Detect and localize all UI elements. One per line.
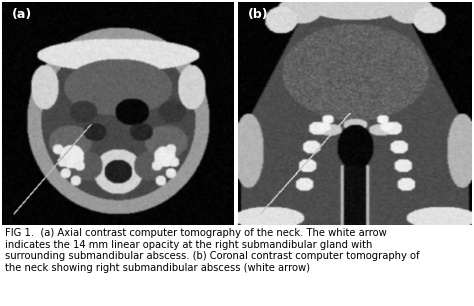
Text: (a): (a)	[12, 8, 32, 21]
Text: FIG 1.  (a) Axial contrast computer tomography of the neck. The white arrow
indi: FIG 1. (a) Axial contrast computer tomog…	[5, 228, 419, 273]
Text: (b): (b)	[248, 8, 268, 21]
